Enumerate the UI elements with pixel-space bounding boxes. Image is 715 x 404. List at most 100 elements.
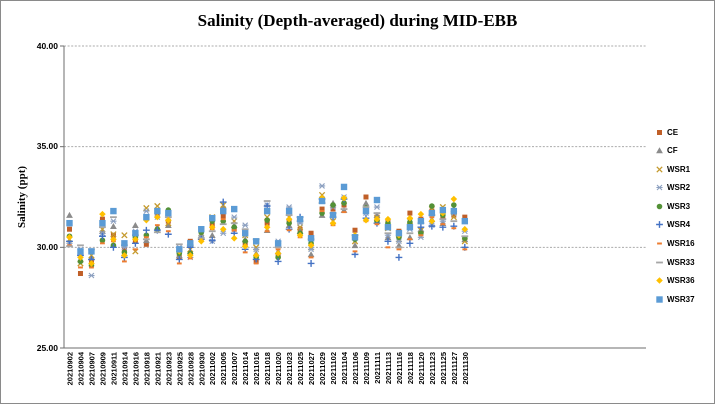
marker-CE — [121, 246, 127, 252]
x-tick-label: 20211109 — [362, 352, 371, 385]
marker-CF — [307, 251, 315, 258]
marker-WSR16 — [253, 262, 259, 265]
cf-marker-icon — [656, 147, 663, 154]
marker-WSR37 — [318, 197, 326, 205]
marker-WSR37 — [362, 207, 370, 215]
marker-WSR37 — [88, 248, 95, 255]
marker-WSR4 — [175, 256, 183, 263]
marker-WSR36 — [428, 217, 436, 225]
marker-WSR3 — [429, 203, 435, 209]
marker-CF — [351, 242, 359, 249]
marker-WSR33 — [66, 245, 73, 248]
x-tick-label: 20211116 — [395, 352, 404, 384]
x-tick-label: 20211005 — [219, 352, 228, 385]
marker-CE — [363, 194, 369, 200]
marker-CE — [308, 230, 314, 236]
marker-WSR37 — [220, 207, 227, 215]
marker-WSR37 — [121, 240, 128, 247]
legend-label: WSR3 — [667, 201, 691, 211]
marker-WSR2 — [253, 246, 260, 253]
marker-WSR33 — [230, 222, 238, 225]
x-tick-label: 20211120 — [417, 352, 426, 385]
marker-WSR16 — [67, 244, 72, 247]
marker-WSR16 — [165, 230, 171, 233]
marker-WSR16 — [462, 248, 468, 251]
marker-WSR36 — [154, 213, 161, 221]
legend-item-WSR2: WSR2 — [654, 183, 695, 193]
marker-WSR37 — [428, 209, 436, 217]
marker-WSR37 — [406, 224, 414, 231]
marker-WSR16 — [396, 248, 402, 251]
marker-WSR2 — [318, 183, 326, 189]
marker-WSR37 — [263, 207, 271, 215]
marker-WSR37 — [373, 196, 381, 204]
marker-WSR16 — [220, 218, 226, 221]
legend-item-WSR16: WSR16 — [654, 239, 695, 249]
marker-WSR2 — [220, 230, 227, 237]
marker-WSR37 — [187, 240, 194, 247]
marker-WSR33 — [274, 246, 282, 249]
marker-WSR36 — [263, 223, 271, 231]
marker-WSR37 — [143, 213, 150, 221]
marker-WSR4 — [219, 198, 227, 206]
wsr16-marker-icon — [657, 242, 662, 245]
marker-WSR3 — [77, 258, 84, 265]
legend: CE CF WSR1 WSR2 WSR3 WSR4 WSR16 WSR33 WSR36 WSR37 — [654, 127, 695, 304]
marker-WSR4 — [142, 226, 150, 234]
marker-WSR36 — [241, 243, 249, 250]
marker-WSR36 — [307, 242, 315, 249]
x-tick-label: 20210918 — [142, 352, 151, 385]
wsr4-marker-icon — [656, 221, 663, 229]
marker-WSR37 — [340, 183, 348, 191]
marker-WSR36 — [450, 195, 458, 203]
marker-WSR36 — [197, 237, 205, 245]
x-tick-label: 20210921 — [153, 352, 162, 385]
marker-CE — [264, 220, 270, 226]
marker-WSR4 — [307, 260, 315, 267]
marker-WSR37 — [285, 207, 293, 215]
x-tick-label: 20211020 — [274, 352, 283, 385]
marker-WSR36 — [274, 250, 282, 257]
marker-CF — [110, 222, 117, 229]
marker-WSR37 — [209, 214, 216, 222]
marker-WSR4 — [99, 232, 106, 240]
x-tick-label: 20211130 — [461, 352, 470, 385]
marker-WSR37 — [77, 248, 84, 255]
x-tick-label: 20210907 — [87, 352, 96, 385]
x-tick-label: 20210923 — [164, 352, 173, 385]
marker-WSR16 — [176, 262, 182, 265]
marker-CE — [319, 206, 325, 212]
marker-WSR37 — [132, 230, 139, 237]
marker-CE — [462, 214, 468, 220]
marker-WSR37 — [296, 215, 304, 223]
legend-item-CF: CF — [654, 146, 695, 156]
x-tick-label: 20211002 — [208, 352, 217, 385]
legend-item-WSR37: WSR37 — [654, 294, 695, 304]
marker-WSR3 — [264, 217, 270, 223]
x-tick-label: 20211025 — [296, 352, 305, 385]
marker-WSR16 — [89, 266, 94, 269]
marker-WSR36 — [219, 225, 227, 233]
marker-WSR16 — [374, 223, 380, 226]
marker-WSR4 — [395, 254, 403, 261]
legend-item-CE: CE — [654, 127, 695, 137]
marker-WSR37 — [176, 246, 183, 253]
marker-WSR4 — [285, 225, 293, 233]
marker-WSR2 — [307, 246, 315, 253]
marker-WSR33 — [208, 230, 216, 233]
x-tick-label: 20211102 — [329, 352, 338, 385]
marker-WSR16 — [341, 211, 347, 214]
x-tick-label: 20210911 — [109, 352, 118, 385]
marker-WSR4 — [384, 237, 392, 245]
marker-WSR33 — [406, 232, 414, 235]
marker-CF — [362, 199, 370, 206]
marker-WSR37 — [307, 235, 315, 242]
wsr36-marker-icon — [656, 277, 663, 285]
marker-WSR3 — [275, 254, 281, 261]
marker-CE — [220, 213, 226, 219]
marker-WSR16 — [352, 250, 358, 253]
y-tick-label-35: 35.00 — [36, 141, 58, 151]
marker-CF — [208, 232, 216, 239]
marker-WSR2 — [143, 208, 150, 214]
